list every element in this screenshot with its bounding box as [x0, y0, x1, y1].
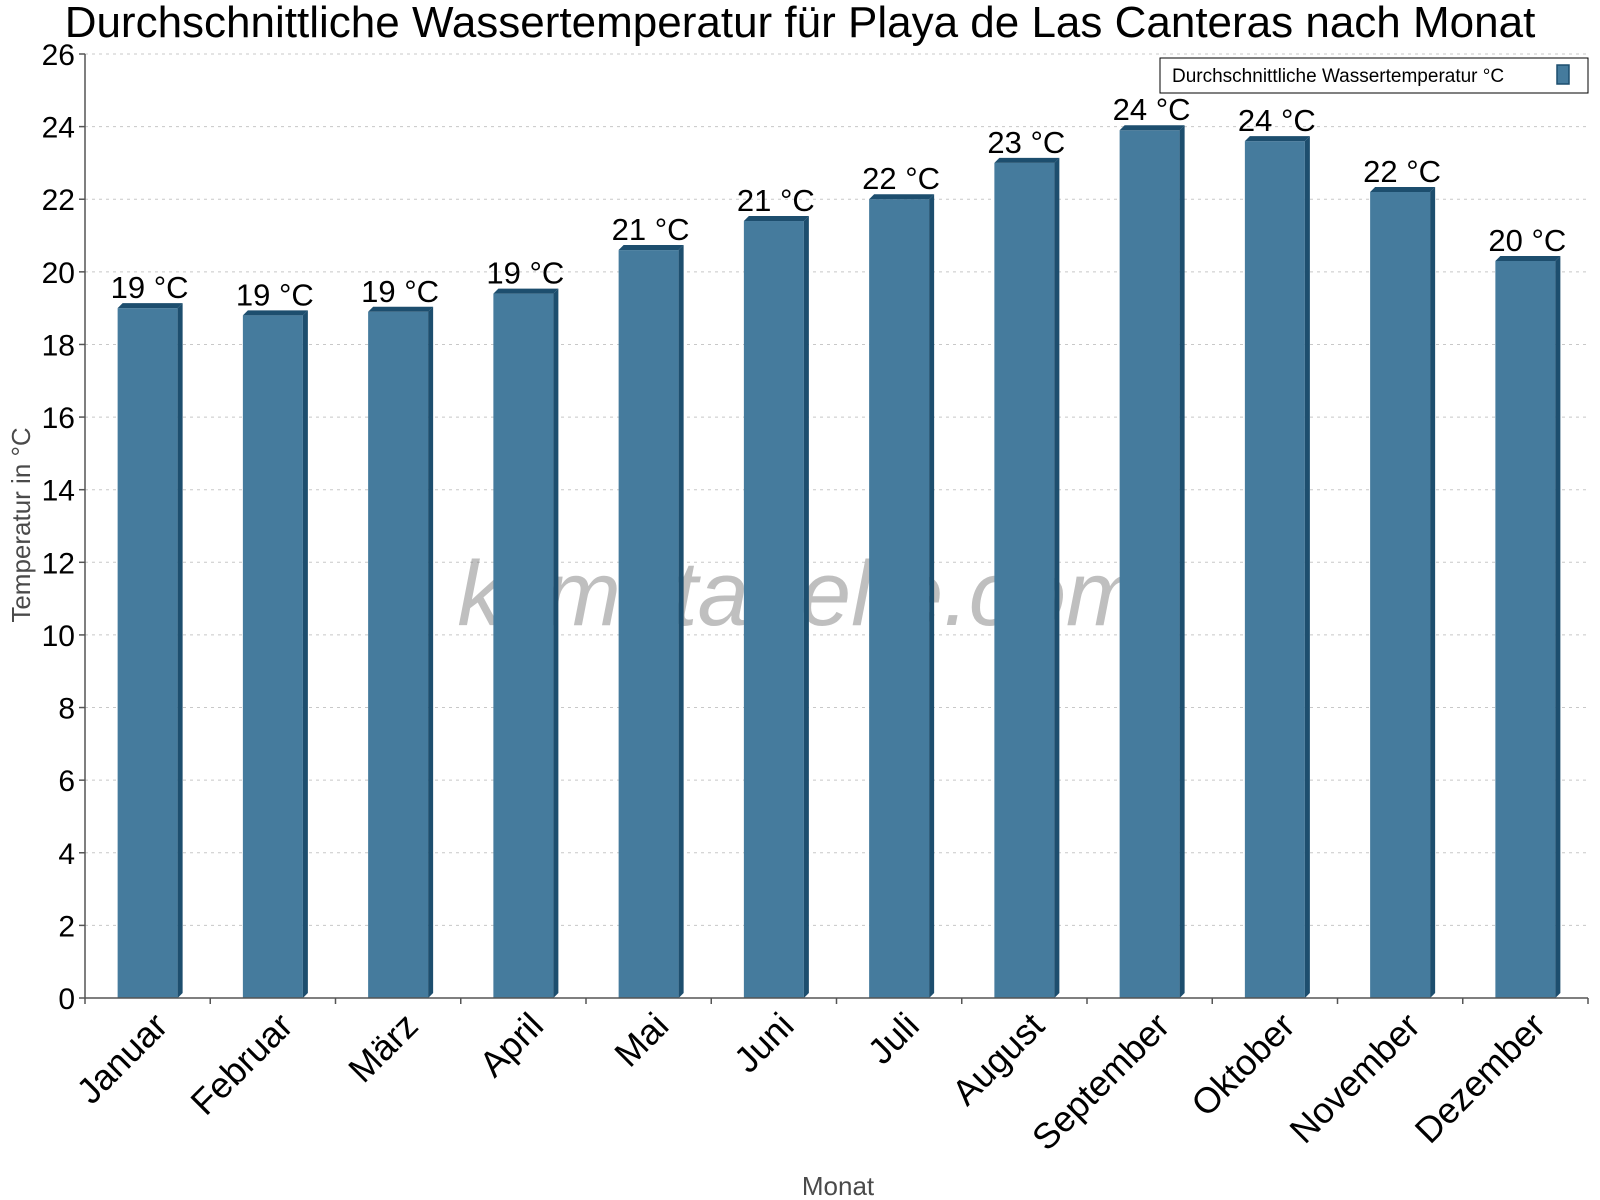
y-tick-label: 0 — [58, 983, 75, 1016]
x-tick-label: Mai — [606, 1005, 676, 1075]
bar-top-face — [618, 245, 684, 251]
y-tick-label: 16 — [42, 402, 75, 435]
data-label: 19 °C — [111, 270, 189, 305]
x-axis-label: Monat — [802, 1171, 875, 1200]
x-tick-label: März — [340, 1005, 426, 1091]
y-tick-label: 10 — [42, 620, 75, 653]
legend-swatch — [1556, 64, 1570, 85]
bar — [994, 162, 1055, 998]
data-label: 21 °C — [612, 212, 690, 247]
data-label: 20 °C — [1488, 223, 1566, 258]
data-label: 22 °C — [862, 161, 940, 196]
x-tick-label: September — [1024, 1005, 1178, 1159]
bar-side-face — [177, 303, 183, 999]
bar — [368, 311, 429, 998]
data-label: 19 °C — [486, 256, 564, 291]
bar-side-face — [1430, 186, 1436, 998]
x-tick-labels: Januar Februar März April Mai Juni Juli AugustS… — [68, 1005, 1553, 1159]
bar-side-face — [1179, 125, 1185, 998]
bar-top-face — [743, 216, 809, 222]
y-tick-label: 8 — [58, 693, 75, 726]
legend: Durchschnittliche Wassertemperatur °C — [1159, 57, 1589, 94]
bar-top-face — [117, 303, 183, 309]
bar-top-face — [493, 288, 559, 294]
y-tick-label: 24 — [42, 112, 75, 145]
bar — [1495, 260, 1556, 998]
bar — [743, 221, 804, 998]
data-label: 24 °C — [1113, 92, 1191, 127]
bar-side-face — [1555, 255, 1561, 998]
bar-side-face — [803, 216, 809, 998]
y-tick-label: 4 — [58, 838, 75, 871]
bar-side-face — [929, 194, 935, 998]
bar-side-face — [678, 245, 684, 999]
bar — [1119, 130, 1180, 998]
bar — [493, 293, 554, 999]
y-tick-label: 2 — [58, 910, 75, 943]
bar-top-face — [869, 194, 935, 200]
bar-top-face — [368, 306, 434, 312]
chart-title: Durchschnittliche Wassertemperatur für P… — [65, 0, 1536, 47]
bar — [618, 250, 679, 999]
bar — [1370, 191, 1431, 998]
x-tick-label: Dezember — [1407, 1005, 1553, 1151]
data-label: 19 °C — [361, 274, 439, 309]
bar-side-face — [1054, 157, 1060, 998]
bar — [242, 315, 303, 998]
legend-label: Durchschnittliche Wassertemperatur °C — [1172, 66, 1504, 87]
axes — [79, 53, 1589, 1004]
bar-top-face — [242, 310, 308, 316]
x-tick-label: April — [471, 1005, 551, 1085]
data-labels: 19 °C 19 °C 19 °C 19 °C 21 °C 21 °C 22 °C 23 °C… — [111, 92, 1567, 312]
y-tick-label: 14 — [42, 475, 75, 508]
bar-side-face — [1304, 136, 1310, 999]
x-tick-label: Februar — [182, 1005, 300, 1123]
y-tick-label: 18 — [42, 329, 75, 362]
y-axis-label: Temperatur in °C — [6, 427, 36, 622]
x-tick-label: Januar — [68, 1005, 175, 1112]
data-label: 21 °C — [737, 183, 815, 218]
y-tick-label: 12 — [42, 547, 75, 580]
bar-top-face — [1244, 136, 1310, 142]
bar-top-face — [1370, 186, 1436, 192]
legend-box — [1159, 57, 1589, 94]
bar-top-face — [1119, 125, 1185, 131]
x-tick-label: Juli — [860, 1005, 927, 1072]
bar — [117, 308, 178, 999]
x-tick-label: August — [944, 1005, 1052, 1113]
bar — [1244, 141, 1305, 999]
x-tick-label: Juni — [726, 1005, 802, 1081]
bar-side-face — [428, 306, 434, 998]
bar — [869, 199, 930, 998]
grid-lines — [85, 53, 1588, 926]
data-label: 22 °C — [1363, 154, 1441, 189]
y-tick-label: 26 — [42, 39, 75, 72]
y-tick-label: 20 — [42, 257, 75, 290]
y-tick-label: 6 — [58, 765, 75, 798]
bar-top-face — [994, 157, 1060, 163]
x-tick-label: November — [1281, 1005, 1427, 1151]
bar-top-face — [1495, 255, 1561, 261]
y-tick-label: 22 — [42, 184, 75, 217]
x-tick-label: Oktober — [1183, 1005, 1303, 1125]
data-label: 23 °C — [987, 125, 1065, 160]
data-label: 24 °C — [1238, 103, 1316, 138]
bar-side-face — [553, 288, 559, 999]
bars — [117, 125, 1561, 999]
bar-side-face — [302, 310, 308, 998]
data-label: 19 °C — [236, 277, 314, 312]
